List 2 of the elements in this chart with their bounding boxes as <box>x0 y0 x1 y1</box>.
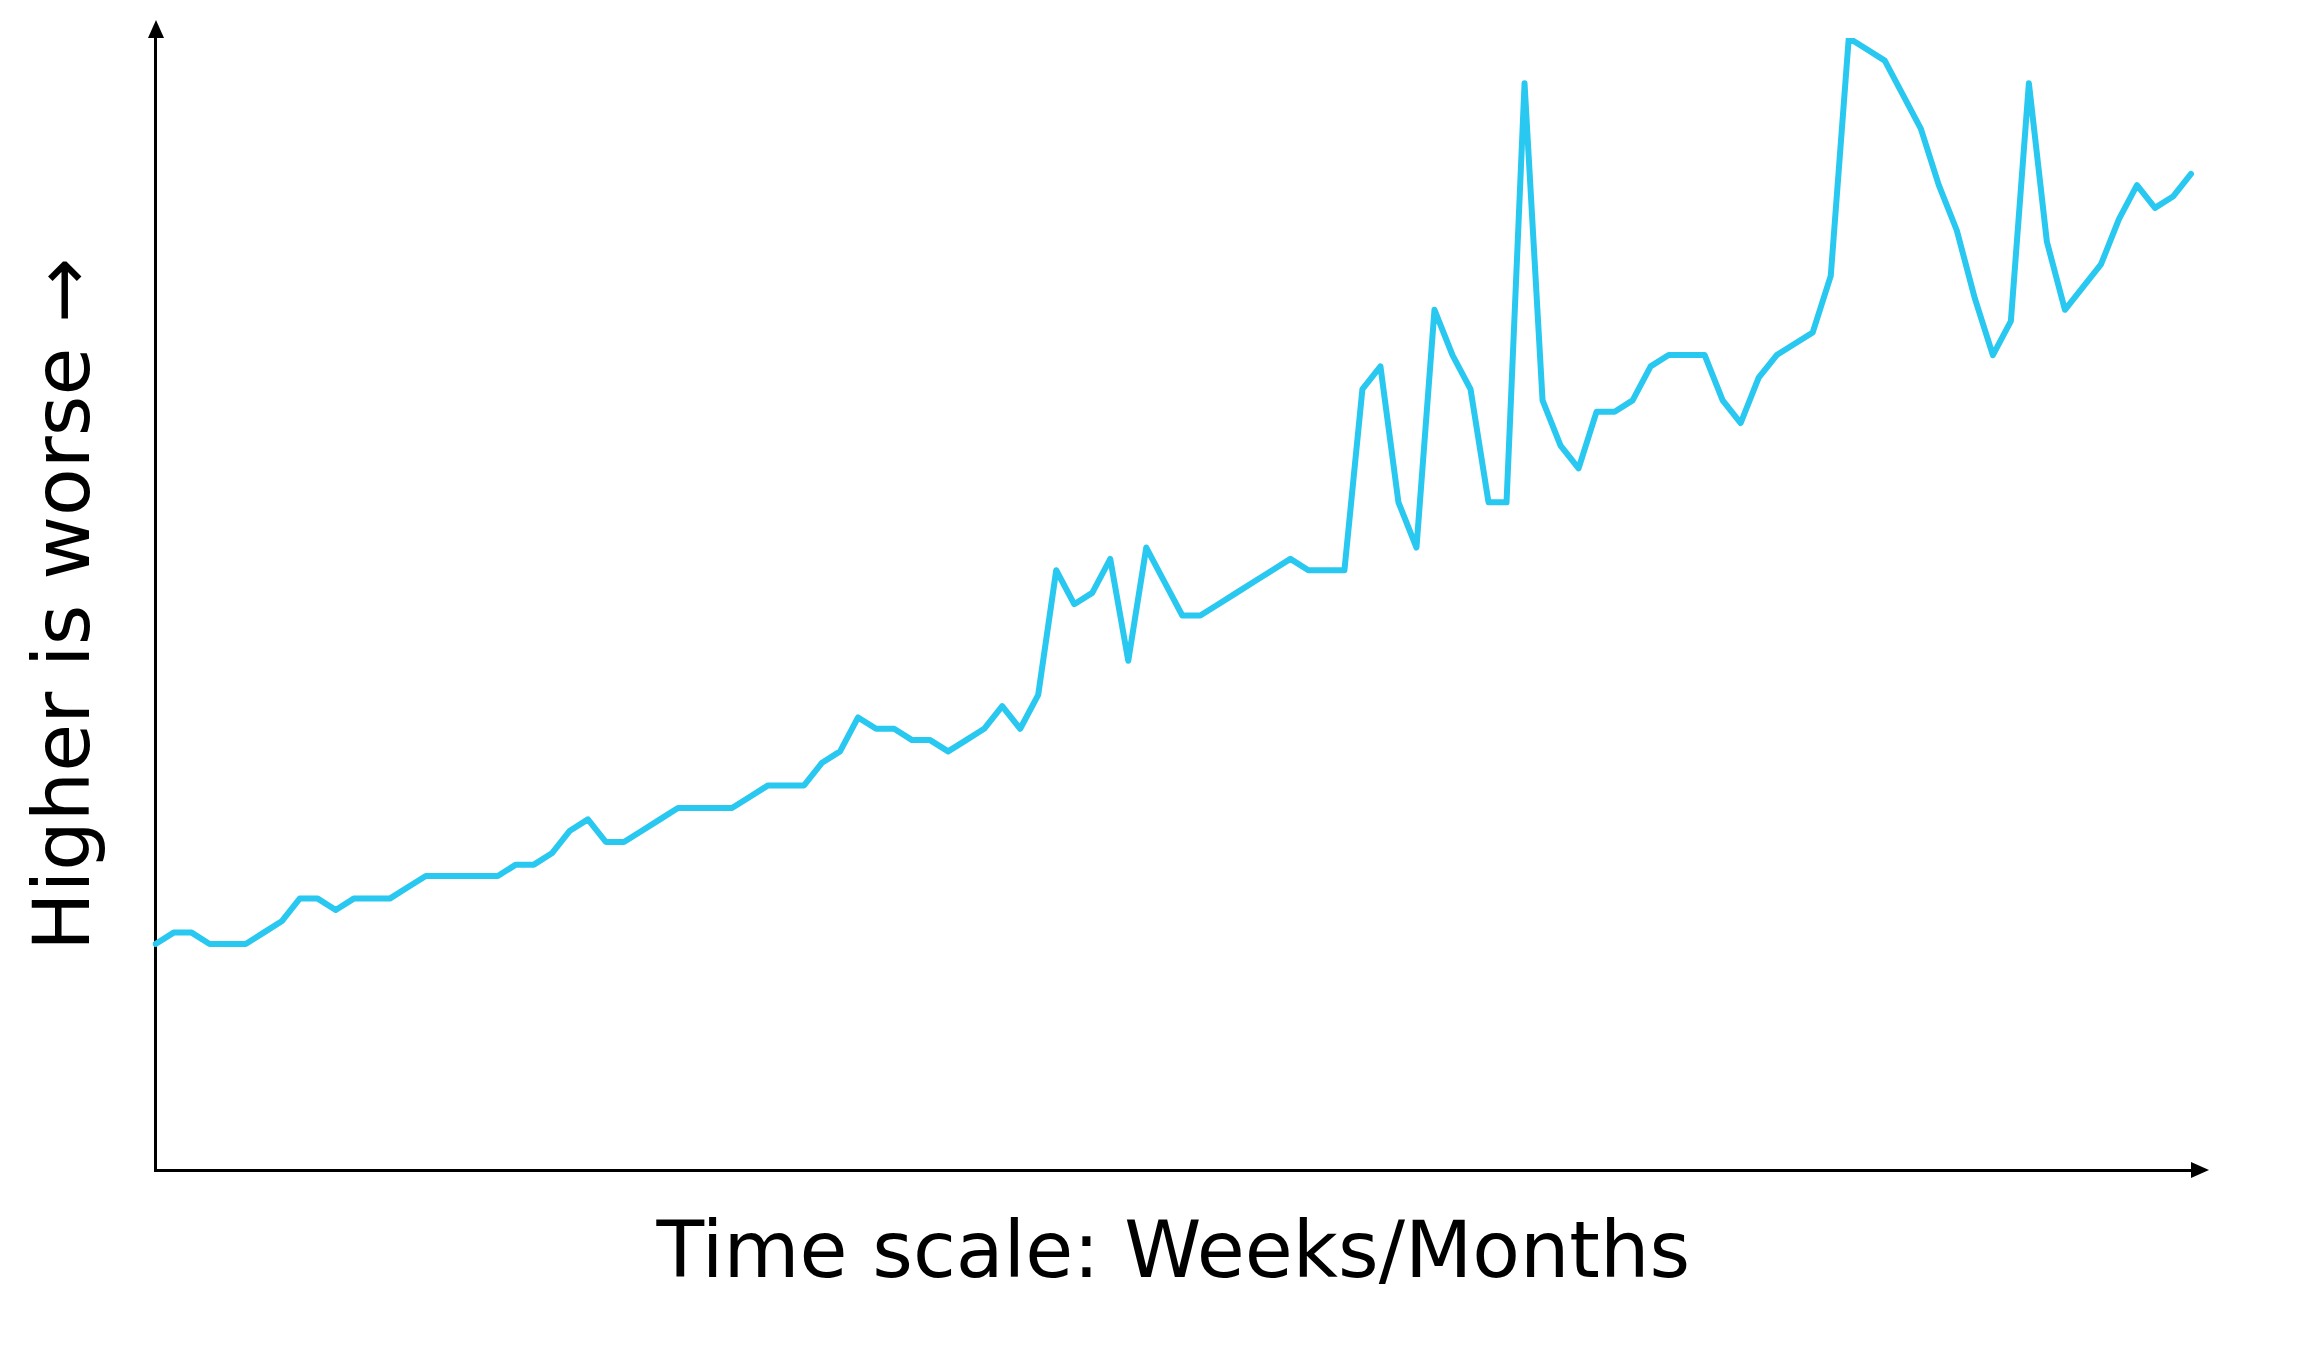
x-axis-title: Time scale: Weeks/Months <box>655 1205 1691 1296</box>
y-axis-title: Higher is worse → <box>17 257 108 951</box>
